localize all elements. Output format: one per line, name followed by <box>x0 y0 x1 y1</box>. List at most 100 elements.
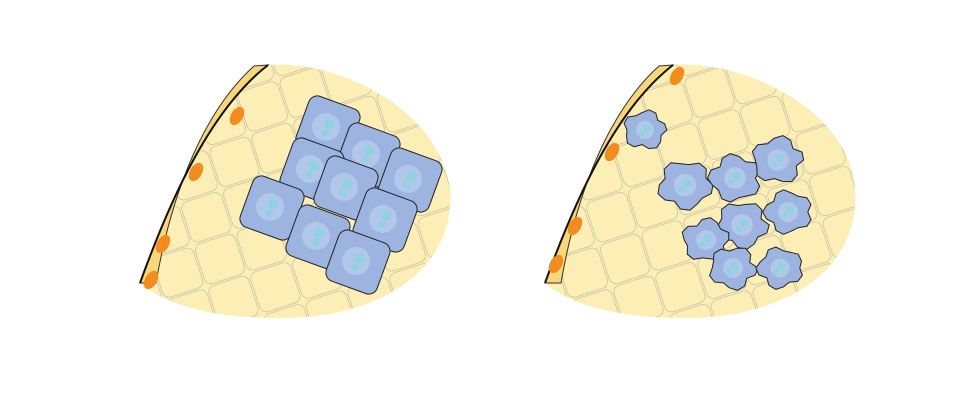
tissue-cell <box>711 11 764 64</box>
nucleolus <box>403 181 411 189</box>
tissue-cell <box>192 372 245 400</box>
endothelial-nucleus <box>604 142 620 162</box>
tissue-cell <box>877 235 930 288</box>
tissue-cell <box>209 0 262 49</box>
tissue-cell <box>614 0 667 49</box>
endothelial-nucleus <box>567 216 583 236</box>
tissue-cell <box>318 331 371 384</box>
tissue-cell <box>446 12 499 65</box>
tissue-cell <box>808 305 856 318</box>
tissue-cell <box>41 190 94 243</box>
tissue-cell <box>572 10 625 63</box>
tissue-cell <box>390 0 443 37</box>
tissue-cell <box>489 37 542 90</box>
tissue-cell <box>234 358 287 400</box>
tissue-cell <box>403 305 451 318</box>
endothelial-nucleus <box>548 254 564 274</box>
tissue-cell <box>556 385 609 400</box>
tissue-cell <box>586 192 637 243</box>
tissue-cell <box>360 317 413 370</box>
tissue-cell <box>795 0 848 37</box>
tissue-cell <box>474 134 527 187</box>
nucleolus <box>731 262 739 270</box>
tissue-cell <box>140 66 191 117</box>
tissue-cell <box>878 96 931 149</box>
tissue-cell <box>768 64 819 91</box>
tissue-cell <box>459 54 512 107</box>
tissue-cell <box>698 0 751 22</box>
vessel-edge-left <box>139 64 269 284</box>
nucleolus <box>321 129 329 137</box>
tissue-cell <box>545 66 596 117</box>
nucleolus <box>378 221 386 229</box>
tissue-cell <box>639 358 692 400</box>
tissue-cell <box>863 193 916 246</box>
tissue-cell <box>472 235 525 288</box>
tissue-cell <box>613 275 664 318</box>
nucleolus <box>683 179 691 187</box>
tissue-cell <box>823 68 856 119</box>
tissue-cell <box>753 0 806 50</box>
tissue-cell <box>671 64 722 76</box>
tissue-cell <box>597 372 650 400</box>
tissue-cell <box>179 330 232 383</box>
nucleolus <box>351 263 359 271</box>
nucleolus <box>781 213 787 219</box>
tissue-cell <box>27 148 80 201</box>
tissue-cell <box>837 0 890 23</box>
tissue-cell <box>723 331 776 384</box>
nucleolus <box>324 119 334 129</box>
tissue-cell <box>545 80 554 131</box>
tissue-cell <box>84 37 137 90</box>
tissue-cell <box>849 291 856 318</box>
tissue-cell <box>836 249 856 300</box>
tissue-cell <box>864 54 917 107</box>
nucleolus <box>740 219 748 227</box>
tissue-cell <box>447 51 500 104</box>
tissue-cell <box>668 304 719 318</box>
tissue-cell <box>418 68 451 119</box>
tissue-cell <box>432 110 451 161</box>
tissue-cell <box>405 64 451 77</box>
nucleolus <box>638 131 644 137</box>
nucleolus <box>699 241 705 247</box>
tissue-cell <box>153 247 204 298</box>
tissue-cell <box>458 193 511 246</box>
tissue-cell <box>14 106 67 159</box>
tissue-cell <box>95 357 148 400</box>
endothelial-nucleus <box>669 66 685 86</box>
tissue-cell <box>891 137 944 190</box>
nucleolus <box>305 171 313 179</box>
tissue-cell <box>919 221 960 274</box>
nucleolus <box>704 234 712 242</box>
tissue-cell <box>140 122 163 173</box>
endothelial-nucleus <box>229 106 245 126</box>
tissue-cell <box>445 152 451 203</box>
tissue-cell <box>432 0 485 23</box>
tissue-cell <box>473 96 526 149</box>
nucleolus <box>776 154 784 162</box>
nucleolus <box>364 146 374 156</box>
tissue-cell <box>0 64 53 117</box>
tissue-cell <box>584 330 637 383</box>
tissue-cell <box>42 51 95 104</box>
nucleolus <box>361 156 369 164</box>
nucleolus <box>773 269 779 275</box>
nucleolus <box>311 238 319 246</box>
tissue-cell <box>599 233 650 285</box>
tissue-cell <box>151 385 204 400</box>
tissue-cell <box>500 179 553 232</box>
tissue-cell <box>905 179 958 232</box>
tissue-cell <box>250 262 301 313</box>
nucleolus <box>786 206 794 214</box>
tissue-cell <box>486 315 539 368</box>
endothelial-nucleus <box>155 234 171 254</box>
nucleolus <box>268 199 278 209</box>
endothelial-nucleus <box>143 270 159 290</box>
tissue-cell <box>681 345 734 398</box>
tissue-cell <box>485 277 538 330</box>
tissue-cell <box>348 0 401 50</box>
nucleolus <box>381 211 391 221</box>
nucleolus <box>726 269 732 275</box>
